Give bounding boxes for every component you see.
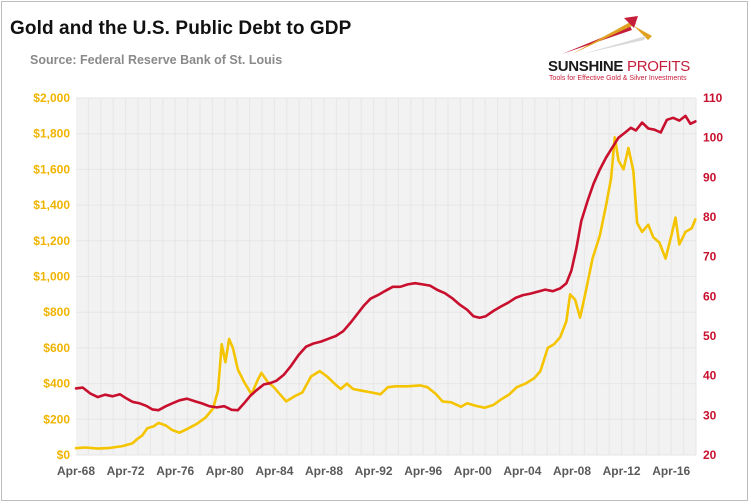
gridlines [76, 97, 697, 456]
logo-name-part2: PROFITS [627, 58, 690, 75]
x-tick-label: Apr-00 [454, 464, 492, 478]
x-tick-label: Apr-88 [305, 464, 343, 478]
y-right-tick-label: 80 [703, 210, 717, 224]
y-left-tick-label: $1,000 [33, 270, 70, 284]
y-right-tick-label: 110 [703, 91, 723, 105]
x-tick-label: Apr-16 [652, 464, 690, 478]
chart-subtitle: Source: Federal Reserve Bank of St. Loui… [30, 53, 283, 67]
series-lines [74, 114, 697, 450]
x-tick-label: Apr-08 [553, 464, 591, 478]
x-tick-label: Apr-92 [355, 464, 393, 478]
y-right-tick-label: 60 [703, 289, 717, 303]
y-left-tick-label: $2,000 [33, 91, 70, 105]
y-right-tick-label: 50 [703, 329, 717, 343]
x-tick-label: Apr-96 [404, 464, 442, 478]
y-right-tick-label: 30 [703, 408, 717, 422]
y-left-tick-label: $800 [43, 305, 70, 319]
x-tick-label: Apr-84 [255, 464, 293, 478]
y-left-tick-label: $1,200 [33, 234, 70, 248]
y-right-tick-label: 90 [703, 170, 717, 184]
x-tick-label: Apr-04 [503, 464, 541, 478]
logo-name: SUNSHINE PROFITS [548, 58, 690, 75]
chart-title: Gold and the U.S. Public Debt to GDP [10, 18, 352, 39]
x-tick-label: Apr-12 [603, 464, 641, 478]
right-axis-debt: 20 30 40 50 60 70 80 90 100 110 [703, 91, 723, 462]
x-axis: Apr-68 Apr-72 Apr-76 Apr-80 Apr-84 Apr-88 Apr-… [57, 464, 691, 478]
y-left-tick-label: $400 [43, 377, 70, 391]
logo-swoosh-icon [562, 16, 652, 54]
x-tick-label: Apr-80 [206, 464, 244, 478]
y-right-tick-label: 20 [703, 448, 717, 462]
sunshine-profits-logo: SUNSHINE PROFITS Tools for Effective Gol… [548, 14, 708, 84]
y-left-tick-label: $1,800 [33, 127, 70, 141]
x-tick-label: Apr-76 [156, 464, 194, 478]
y-left-tick-label: $1,600 [33, 162, 70, 176]
y-right-tick-label: 70 [703, 250, 717, 264]
y-left-tick-label: $1,400 [33, 198, 70, 212]
x-tick-label: Apr-72 [107, 464, 145, 478]
y-left-tick-label: $600 [43, 341, 70, 355]
y-left-tick-label: $200 [43, 412, 70, 426]
x-tick-label: Apr-68 [57, 464, 95, 478]
logo-name-part1: SUNSHINE [548, 58, 624, 75]
y-left-tick-label: $0 [57, 448, 71, 462]
left-axis-gold: $0 $200 $400 $600 $800 $1,000 $1,200 $1,400 $1,6… [33, 91, 70, 462]
gold-price-line [74, 136, 697, 450]
y-right-tick-label: 100 [703, 131, 723, 145]
logo-tagline: Tools for Effective Gold & Silver Invest… [549, 75, 687, 82]
debt-to-gdp-line [74, 114, 697, 412]
y-right-tick-label: 40 [703, 369, 717, 383]
